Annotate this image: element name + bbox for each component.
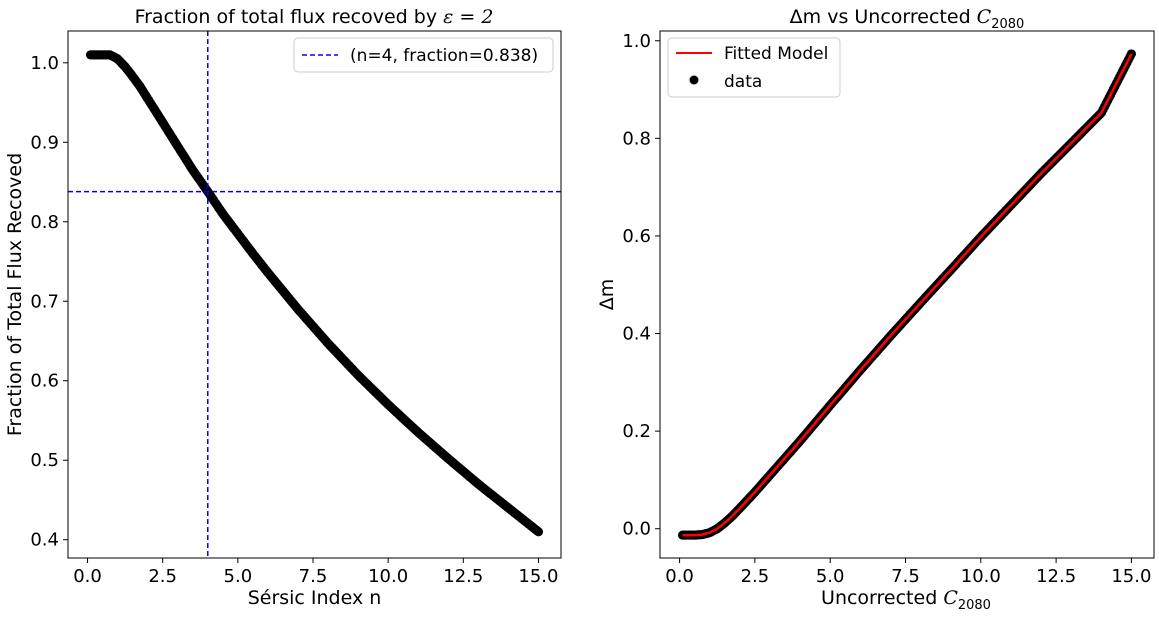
y-tick-label: 0.2 xyxy=(622,421,651,442)
left-chart: Fraction of total flux recoved by ε = 2 … xyxy=(4,6,562,609)
right-legend-label-data: data xyxy=(724,72,762,92)
left-y-axis-label: Fraction of Total Flux Recoved xyxy=(4,153,26,436)
y-tick-label: 0.8 xyxy=(622,128,651,149)
y-tick-label: 1.0 xyxy=(30,53,59,74)
right-x-axis-label: Uncorrected C2080 xyxy=(821,587,991,613)
left-legend-box xyxy=(293,37,554,73)
legend-black-dot-icon xyxy=(689,75,699,85)
right-chart-title: Δm vs Uncorrected C2080 xyxy=(790,6,1025,32)
y-tick-label: 0.4 xyxy=(30,530,59,551)
right-legend-label-fitted: Fitted Model xyxy=(724,44,828,64)
x-tick-label: 12.5 xyxy=(1036,566,1076,587)
x-tick-label: 2.5 xyxy=(741,566,770,587)
left-chart-title: Fraction of total flux recoved by ε = 2 xyxy=(135,6,494,28)
y-tick-label: 0.6 xyxy=(30,371,59,392)
x-tick-label: 0.0 xyxy=(665,566,694,587)
x-tick-label: 15.0 xyxy=(518,566,558,587)
y-tick-label: 0.8 xyxy=(30,212,59,233)
y-tick-label: 0.0 xyxy=(622,519,651,540)
x-tick-label: 5.0 xyxy=(816,566,845,587)
x-tick-label: 7.5 xyxy=(299,566,328,587)
x-tick-label: 12.5 xyxy=(443,566,483,587)
left-legend: (n=4, fraction=0.838) xyxy=(293,37,554,73)
y-tick-label: 0.7 xyxy=(30,291,59,312)
x-tick-label: 10.0 xyxy=(368,566,408,587)
x-tick-label: 7.5 xyxy=(891,566,920,587)
left-legend-label: (n=4, fraction=0.838) xyxy=(350,46,538,66)
right-chart: Δm vs Uncorrected C2080 0.0 2.5 5.0 7.5 10.0… xyxy=(596,6,1155,613)
right-y-axis-label: Δm xyxy=(596,279,618,311)
x-tick-label: 15.0 xyxy=(1111,566,1151,587)
x-tick-label: 5.0 xyxy=(224,566,253,587)
right-plot-frame xyxy=(659,30,1155,559)
y-tick-label: 0.9 xyxy=(30,132,59,153)
left-x-axis-label: Sérsic Index n xyxy=(248,587,382,609)
y-tick-label: 0.4 xyxy=(622,324,651,345)
y-tick-label: 0.5 xyxy=(30,450,59,471)
y-tick-label: 1.0 xyxy=(622,31,651,52)
x-tick-label: 0.0 xyxy=(73,566,102,587)
left-plot-frame xyxy=(67,30,562,559)
y-tick-label: 0.6 xyxy=(622,226,651,247)
fitted-model-line xyxy=(682,53,1133,537)
right-legend: Fitted Model data xyxy=(667,37,841,98)
x-tick-label: 2.5 xyxy=(148,566,177,587)
x-tick-label: 10.0 xyxy=(961,566,1001,587)
data-point xyxy=(533,527,544,537)
